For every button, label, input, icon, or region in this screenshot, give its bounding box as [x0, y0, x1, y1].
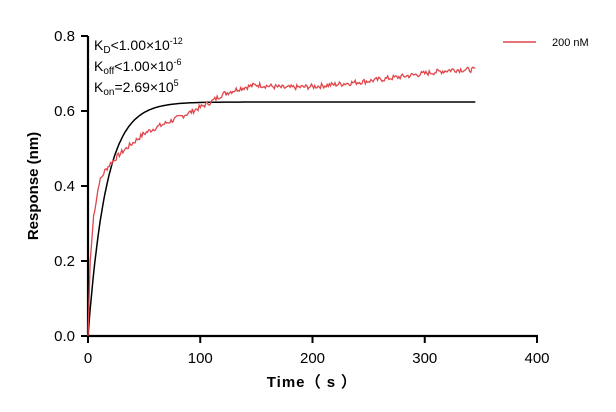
series-line-200nm	[87, 66, 476, 337]
annotation-kon: Kon=2.69×105	[94, 78, 179, 98]
x-tick-label: 0	[84, 350, 92, 367]
annotation-koff: Koff<1.00×10-6	[94, 57, 181, 77]
y-tick-label: 0.2	[54, 253, 75, 270]
svg-text:Koff<1.00×10-6: Koff<1.00×10-6	[94, 57, 181, 77]
x-tick-label: 300	[412, 350, 437, 367]
svg-text:KD<1.00×10-12: KD<1.00×10-12	[94, 36, 183, 56]
legend: 200 nM	[503, 37, 589, 49]
y-tick-label: 0.6	[54, 103, 75, 120]
annotation-kd: KD<1.00×10-12	[94, 36, 183, 56]
x-axis-label: Time（ s ）	[267, 373, 357, 391]
y-tick-label: 0.8	[54, 28, 75, 45]
y-axis-label: Response (nm)	[25, 132, 42, 240]
fit-curve	[87, 101, 476, 337]
x-tick-label: 400	[524, 350, 549, 367]
y-tick-label: 0.4	[54, 178, 75, 195]
x-tick-label: 100	[188, 350, 213, 367]
svg-text:Kon=2.69×105: Kon=2.69×105	[94, 78, 179, 98]
legend-label-200nm: 200 nM	[552, 37, 589, 49]
x-tick-label: 200	[300, 350, 325, 367]
y-tick-label: 0.0	[54, 328, 75, 345]
